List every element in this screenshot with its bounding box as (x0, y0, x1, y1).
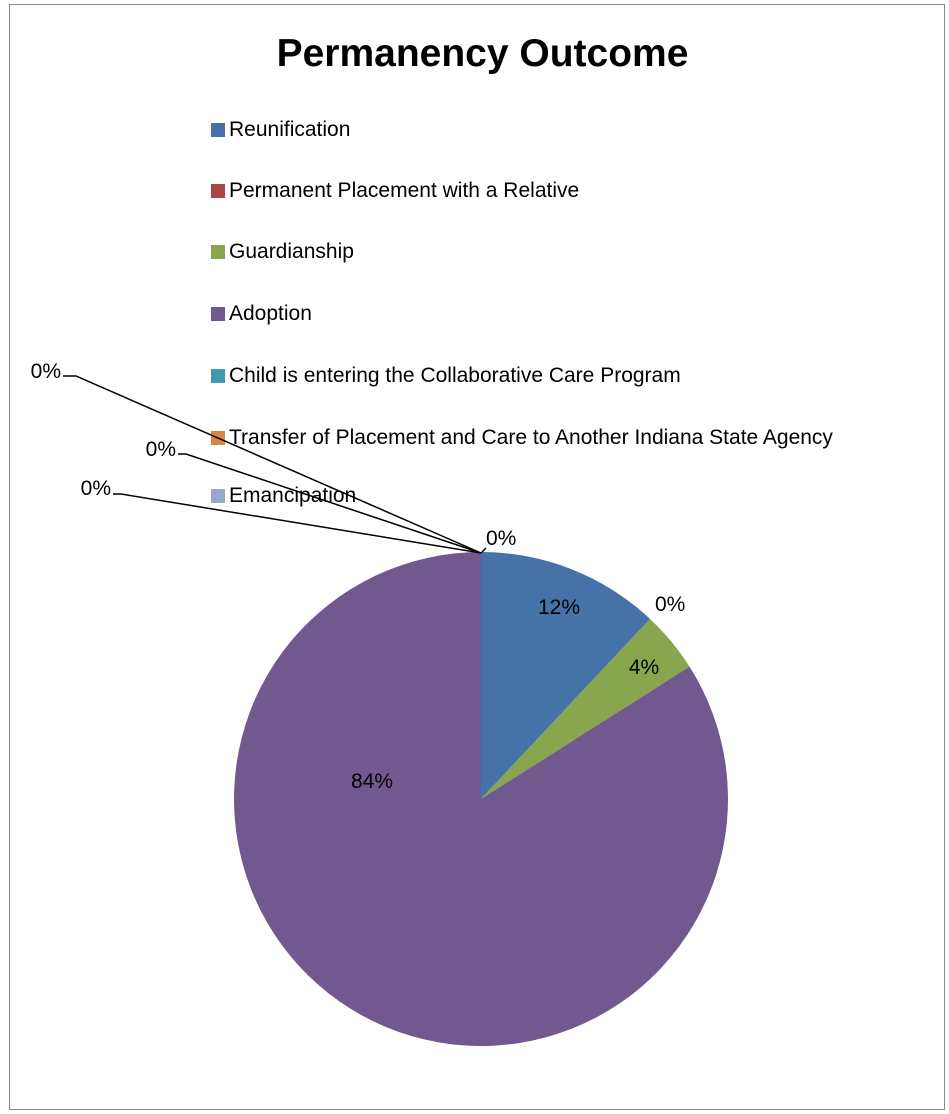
legend-item-adoption: Adoption (211, 302, 851, 326)
legend-item-emancipation: Emancipation (211, 484, 851, 508)
chart-title: Permanency Outcome (276, 32, 689, 75)
data-label-reunification: 12% (538, 596, 580, 619)
legend-label-collaborative-care: Child is entering the Collaborative Care… (229, 364, 681, 387)
leader-lines (63, 375, 487, 554)
pie-slice-guardianship (481, 618, 690, 799)
legend-item-guardianship: Guardianship (211, 240, 851, 264)
pie-slice-reunification (481, 552, 651, 799)
legend-swatch-guardianship (211, 245, 225, 259)
legend-swatch-collaborative-care (211, 369, 225, 383)
pie-slices (234, 552, 729, 1046)
legend-label-emancipation: Emancipation (229, 484, 357, 507)
legend-item-reunification: Reunification (211, 118, 851, 142)
data-label-transfer-agency: 0% (146, 438, 176, 461)
legend-label-adoption: Adoption (229, 302, 312, 325)
data-label-guardianship: 4% (629, 656, 659, 679)
legend-item-relative-placement: Permanent Placement with a Relative (211, 179, 851, 203)
leader-line-transfer-agency (178, 453, 482, 554)
legend-swatch-relative-placement (211, 184, 225, 198)
data-label-collaborative-care: 0% (31, 360, 61, 383)
leader-line-top-zero (480, 547, 487, 554)
legend-label-transfer-agency: Transfer of Placement and Care to Anothe… (229, 426, 833, 449)
data-label-top-zero: 0% (486, 527, 516, 550)
legend-label-reunification: Reunification (229, 118, 351, 141)
data-label-adoption: 84% (351, 770, 393, 793)
leader-line-collaborative-care (63, 375, 482, 554)
legend-item-collaborative-care: Child is entering the Collaborative Care… (211, 364, 851, 388)
legend-swatch-emancipation (211, 489, 225, 503)
legend-label-guardianship: Guardianship (229, 240, 354, 263)
legend-label-relative-placement: Permanent Placement with a Relative (229, 179, 580, 202)
data-label-emancipation: 0% (81, 477, 111, 500)
data-labels: 12% 0% 4% 84% 0% 0% 0% 0% (31, 360, 686, 793)
data-label-relative-placement: 0% (655, 593, 685, 616)
legend-swatch-adoption (211, 307, 225, 321)
legend-swatch-reunification (211, 123, 225, 137)
leader-line-emancipation (113, 493, 482, 554)
pie-slice-adoption (234, 552, 729, 1046)
